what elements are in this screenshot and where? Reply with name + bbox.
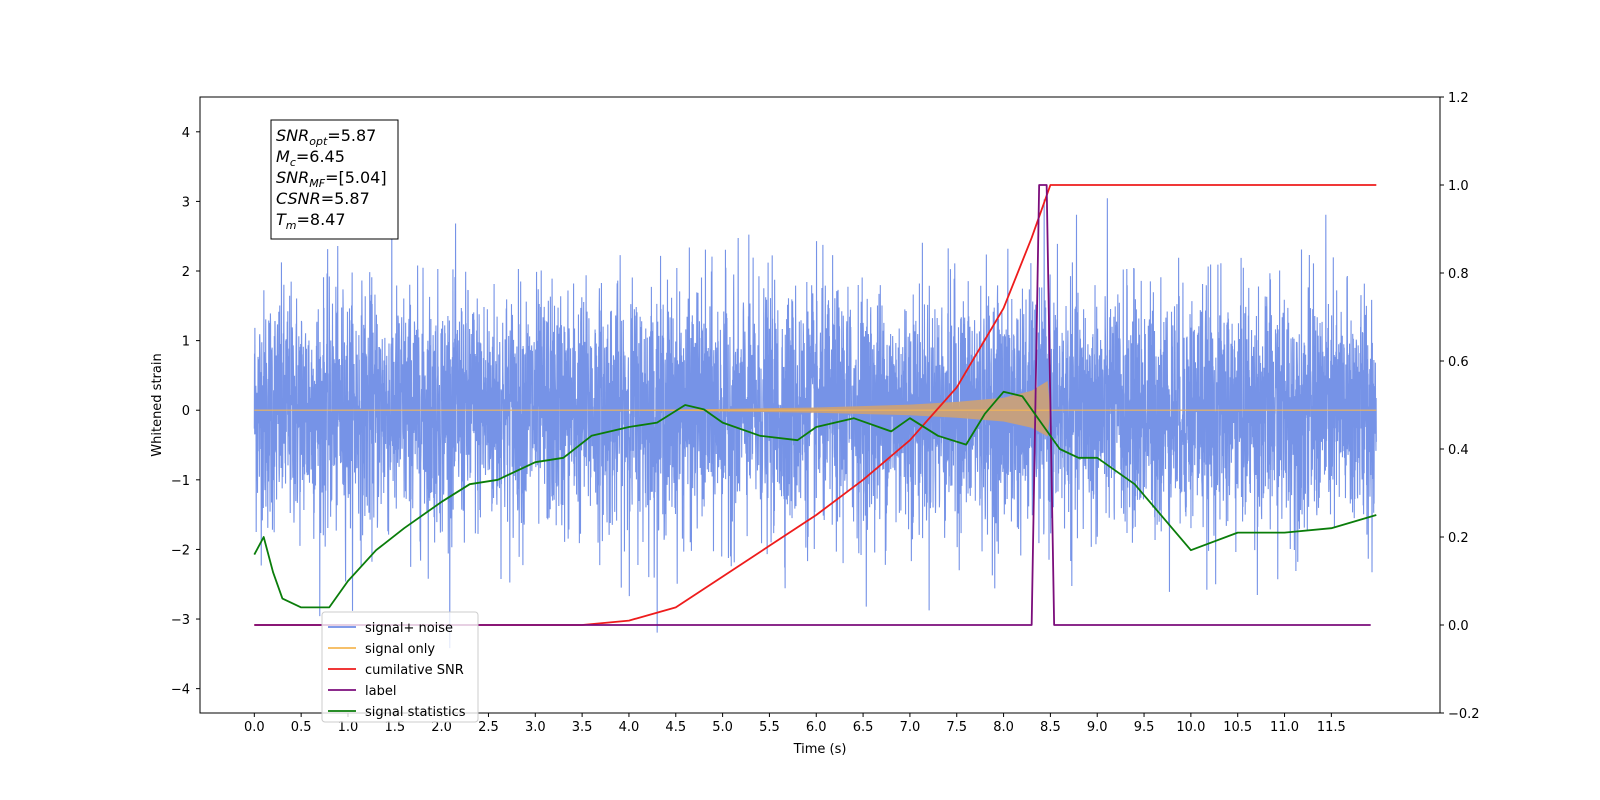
y-axis-right: 1.2 1.0 0.8 0.6 0.4 0.2 0.0 −0.2 [1440, 91, 1480, 722]
x-tick-label: 0.5 [291, 720, 312, 735]
y2-tick-label: 0.4 [1448, 443, 1469, 458]
y-tick-label: −3 [171, 613, 190, 628]
x-tick-label: 10.0 [1176, 720, 1205, 735]
x-tick-label: 6.5 [853, 720, 874, 735]
x-tick-label: 8.0 [993, 720, 1014, 735]
x-tick-label: 4.0 [619, 720, 640, 735]
y-tick-label: 4 [182, 126, 190, 141]
stats-line: CSNR=5.87 [276, 189, 370, 208]
x-tick-label: 11.5 [1317, 720, 1346, 735]
x-tick-label: 5.5 [759, 720, 780, 735]
x-tick-label: 2.0 [431, 720, 452, 735]
legend-item-label: signal+ noise [365, 621, 453, 636]
x-axis-label: Time (s) [793, 742, 847, 757]
y-tick-label: 0 [182, 404, 190, 419]
y-axis-left: 4 3 2 1 0 −1 −2 −3 −4 [171, 126, 200, 698]
x-tick-label: 9.5 [1134, 720, 1155, 735]
y2-tick-label: 1.0 [1448, 179, 1469, 194]
y-tick-label: −4 [171, 683, 190, 698]
y2-tick-label: 1.2 [1448, 91, 1469, 106]
x-tick-label: 1.5 [384, 720, 405, 735]
y-tick-label: −1 [171, 474, 190, 489]
plot-area [253, 184, 1377, 649]
legend-item-label: signal only [365, 642, 435, 657]
x-tick-label: 5.0 [712, 720, 733, 735]
x-tick-label: 2.5 [478, 720, 499, 735]
y2-tick-label: 0.0 [1448, 619, 1469, 634]
stats-line: Mc=6.45 [276, 147, 345, 169]
y2-tick-label: −0.2 [1448, 707, 1480, 722]
x-axis: 0.0 0.5 1.0 1.5 2.0 2.5 3.0 3.5 4.0 4.5 5.0 5.5 6.0 6… [244, 713, 1346, 735]
x-tick-label: 10.5 [1223, 720, 1252, 735]
stats-line: SNRopt=5.87 [276, 126, 376, 148]
x-tick-label: 0.0 [244, 720, 265, 735]
y-tick-label: −2 [171, 543, 190, 558]
x-tick-label: 1.0 [338, 720, 359, 735]
legend: signal+ noise signal only cumilative SNR la… [321, 611, 479, 723]
x-tick-label: 3.0 [525, 720, 546, 735]
series-signal-noise-line [253, 198, 1377, 649]
legend-item-label: label [365, 684, 396, 699]
series-label-line [254, 184, 1371, 626]
y-tick-label: 2 [182, 265, 190, 280]
y2-tick-label: 0.2 [1448, 531, 1469, 546]
signal-only-envelope [254, 380, 1377, 437]
legend-item-label: cumilative SNR [365, 663, 464, 678]
y2-tick-label: 0.8 [1448, 267, 1469, 282]
x-tick-label: 3.5 [572, 720, 593, 735]
y-tick-label: 3 [182, 195, 190, 210]
stats-line: SNRMF=[5.04] [276, 168, 387, 190]
stats-line: Tm=8.47 [276, 210, 346, 232]
y-tick-label: 1 [182, 335, 190, 350]
axes-frame [199, 96, 1441, 714]
stats-box-frame [270, 119, 399, 240]
x-tick-label: 7.0 [900, 720, 921, 735]
x-tick-label: 9.0 [1087, 720, 1108, 735]
x-tick-label: 8.5 [1040, 720, 1061, 735]
x-tick-label: 6.0 [806, 720, 827, 735]
legend-frame [321, 611, 479, 723]
x-tick-label: 11.0 [1270, 720, 1299, 735]
y-axis-label: Whitened strain [150, 353, 165, 456]
y2-tick-label: 0.6 [1448, 355, 1469, 370]
x-tick-label: 7.5 [946, 720, 967, 735]
legend-item-label: signal statistics [365, 705, 466, 720]
series-signal-statistics-line [253, 390, 1377, 609]
series-cumulative-snr-line [254, 184, 1377, 626]
x-tick-label: 4.5 [665, 720, 686, 735]
